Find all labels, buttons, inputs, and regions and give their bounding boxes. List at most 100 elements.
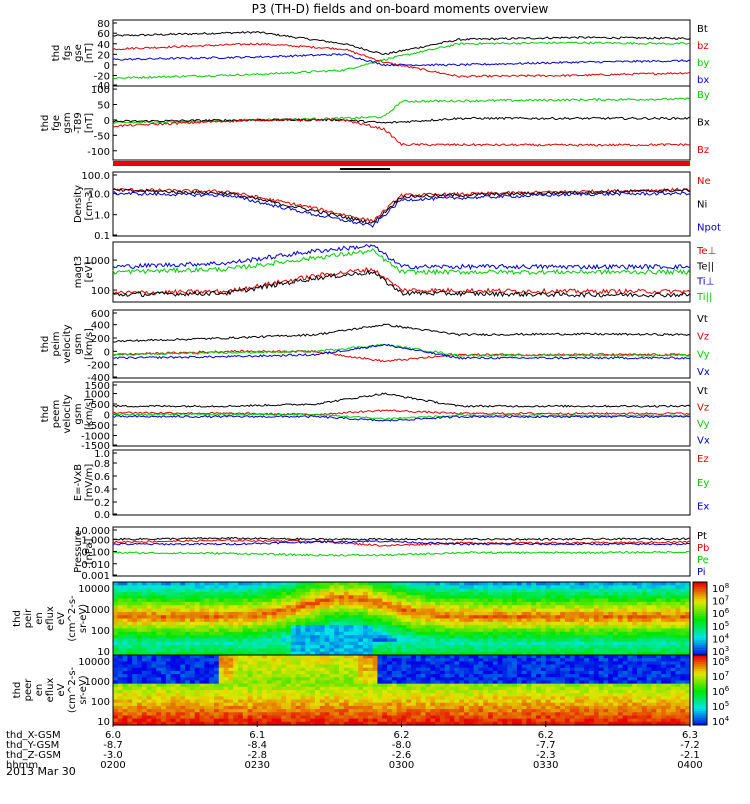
legend-Vx: Vx	[697, 435, 710, 446]
legend-Vz: Vz	[697, 332, 709, 343]
y-axis-label: thd	[40, 115, 51, 132]
plot-title: P3 (TH-D) fields and on-board moments ov…	[252, 2, 549, 16]
y-axis-label: thd	[51, 45, 62, 62]
y-axis-label: peir	[23, 608, 34, 628]
y-tick-label: 0.0	[94, 510, 110, 521]
series-by	[113, 42, 690, 79]
y-axis-label: eflux	[45, 606, 56, 631]
legend-Pb: Pb	[697, 543, 709, 554]
series-bz	[113, 43, 690, 77]
y-tick-label: 60	[97, 29, 110, 40]
legend-Vy: Vy	[697, 419, 710, 430]
y-axis-label: magt3	[73, 256, 84, 289]
panel-frame	[113, 172, 690, 236]
y-tick-label: 100	[91, 626, 110, 637]
legend-Bz: Bz	[697, 145, 709, 156]
y-tick-label: 0	[104, 116, 110, 127]
legend-Pt: Pt	[697, 531, 707, 542]
y-axis-label: E=-VxB	[73, 464, 84, 501]
legend-Ey: Ey	[697, 478, 709, 489]
y-tick-label: 0.4	[94, 485, 110, 496]
y-tick-label: 40	[97, 40, 110, 51]
y-axis-label: eV	[56, 612, 67, 625]
series-Bt	[113, 32, 690, 55]
series-Vt	[113, 393, 690, 407]
y-axis-label: (cm^2-s-	[67, 595, 78, 642]
y-tick-label: 100.0	[81, 171, 110, 182]
y-axis-label: -T89	[73, 112, 84, 134]
y-tick-label: 0	[104, 61, 110, 72]
legend-Ne: Ne	[697, 176, 711, 187]
legend-Pe: Pe	[697, 555, 709, 566]
y-tick-label: 0.8	[94, 459, 110, 470]
colorbar-tick-label: 108	[712, 582, 729, 595]
colorbar-tick-label: 105	[712, 620, 729, 633]
series-Vy	[113, 344, 690, 356]
y-axis-label: gsm	[73, 403, 84, 424]
series-Npot	[113, 192, 690, 227]
series-Bx	[113, 117, 690, 123]
legend-Ti⊥: Ti⊥	[696, 277, 714, 288]
legend-Vx: Vx	[697, 367, 710, 378]
y-axis-label: gsm	[62, 112, 73, 133]
y-tick-label: 0.2	[94, 498, 110, 509]
legend-Bx: Bx	[697, 118, 710, 129]
y-axis-label: [nT]	[84, 43, 95, 63]
legend-Te||: Te||	[696, 261, 714, 272]
y-axis-label: peim	[51, 331, 62, 356]
y-axis-label: Density	[73, 185, 84, 223]
y-axis-label: thd	[40, 406, 51, 423]
y-axis-label: Pressure	[73, 530, 84, 573]
legend-Ti||: Ti||	[696, 292, 712, 303]
y-tick-label: 0.001	[81, 571, 110, 582]
y-axis-label: [nT]	[84, 113, 95, 133]
y-tick-label: 50	[97, 101, 110, 112]
y-axis-label: velocity	[62, 394, 73, 433]
y-tick-label: 0	[104, 347, 110, 358]
y-axis-label: [km/s]	[84, 328, 95, 360]
y-tick-label: -200	[87, 361, 110, 372]
y-tick-label: 20	[97, 50, 110, 61]
legend-Ez: Ez	[697, 454, 709, 465]
y-axis-label: velocity	[62, 324, 73, 363]
legend-bz: bz	[697, 41, 709, 52]
colorbar-tick-label: 106	[712, 607, 730, 620]
series-Pi	[113, 541, 690, 545]
legend-Te⊥: Te⊥	[696, 246, 716, 257]
y-axis-label: peem	[51, 400, 62, 428]
legend-Ex: Ex	[697, 502, 709, 513]
y-axis-label: fge	[51, 115, 62, 131]
y-axis-label: [eV]	[84, 262, 95, 283]
y-axis-label: thd	[40, 336, 51, 353]
legend-Vy: Vy	[697, 349, 710, 360]
y-axis-label: gse	[73, 44, 84, 62]
panel-frame	[113, 527, 690, 576]
colorbar-tick-label: 104	[712, 632, 730, 645]
series-Te||	[113, 271, 690, 298]
legend-By: By	[697, 90, 710, 101]
y-tick-label: 0.6	[94, 472, 110, 483]
panel-frame	[113, 310, 690, 378]
y-tick-label: 600	[91, 309, 110, 320]
legend-Ni: Ni	[697, 199, 707, 210]
y-tick-label: 100	[91, 286, 110, 297]
y-tick-label: 100	[91, 85, 110, 96]
y-axis-label: [nPa]	[84, 538, 95, 564]
y-tick-label: 10000	[78, 584, 110, 595]
y-axis-label: en	[34, 612, 45, 625]
legend-Pi: Pi	[697, 567, 706, 578]
y-axis-label: sr-eV)	[78, 604, 89, 633]
series-Vt	[113, 324, 690, 342]
legend-Vz: Vz	[697, 402, 709, 413]
panel-pressure: 10.0001.0000.1000.0100.001PtPbPePiPressu…	[73, 526, 709, 582]
y-tick-label: 1.0	[94, 211, 110, 222]
y-axis-label: fgs	[62, 45, 73, 60]
